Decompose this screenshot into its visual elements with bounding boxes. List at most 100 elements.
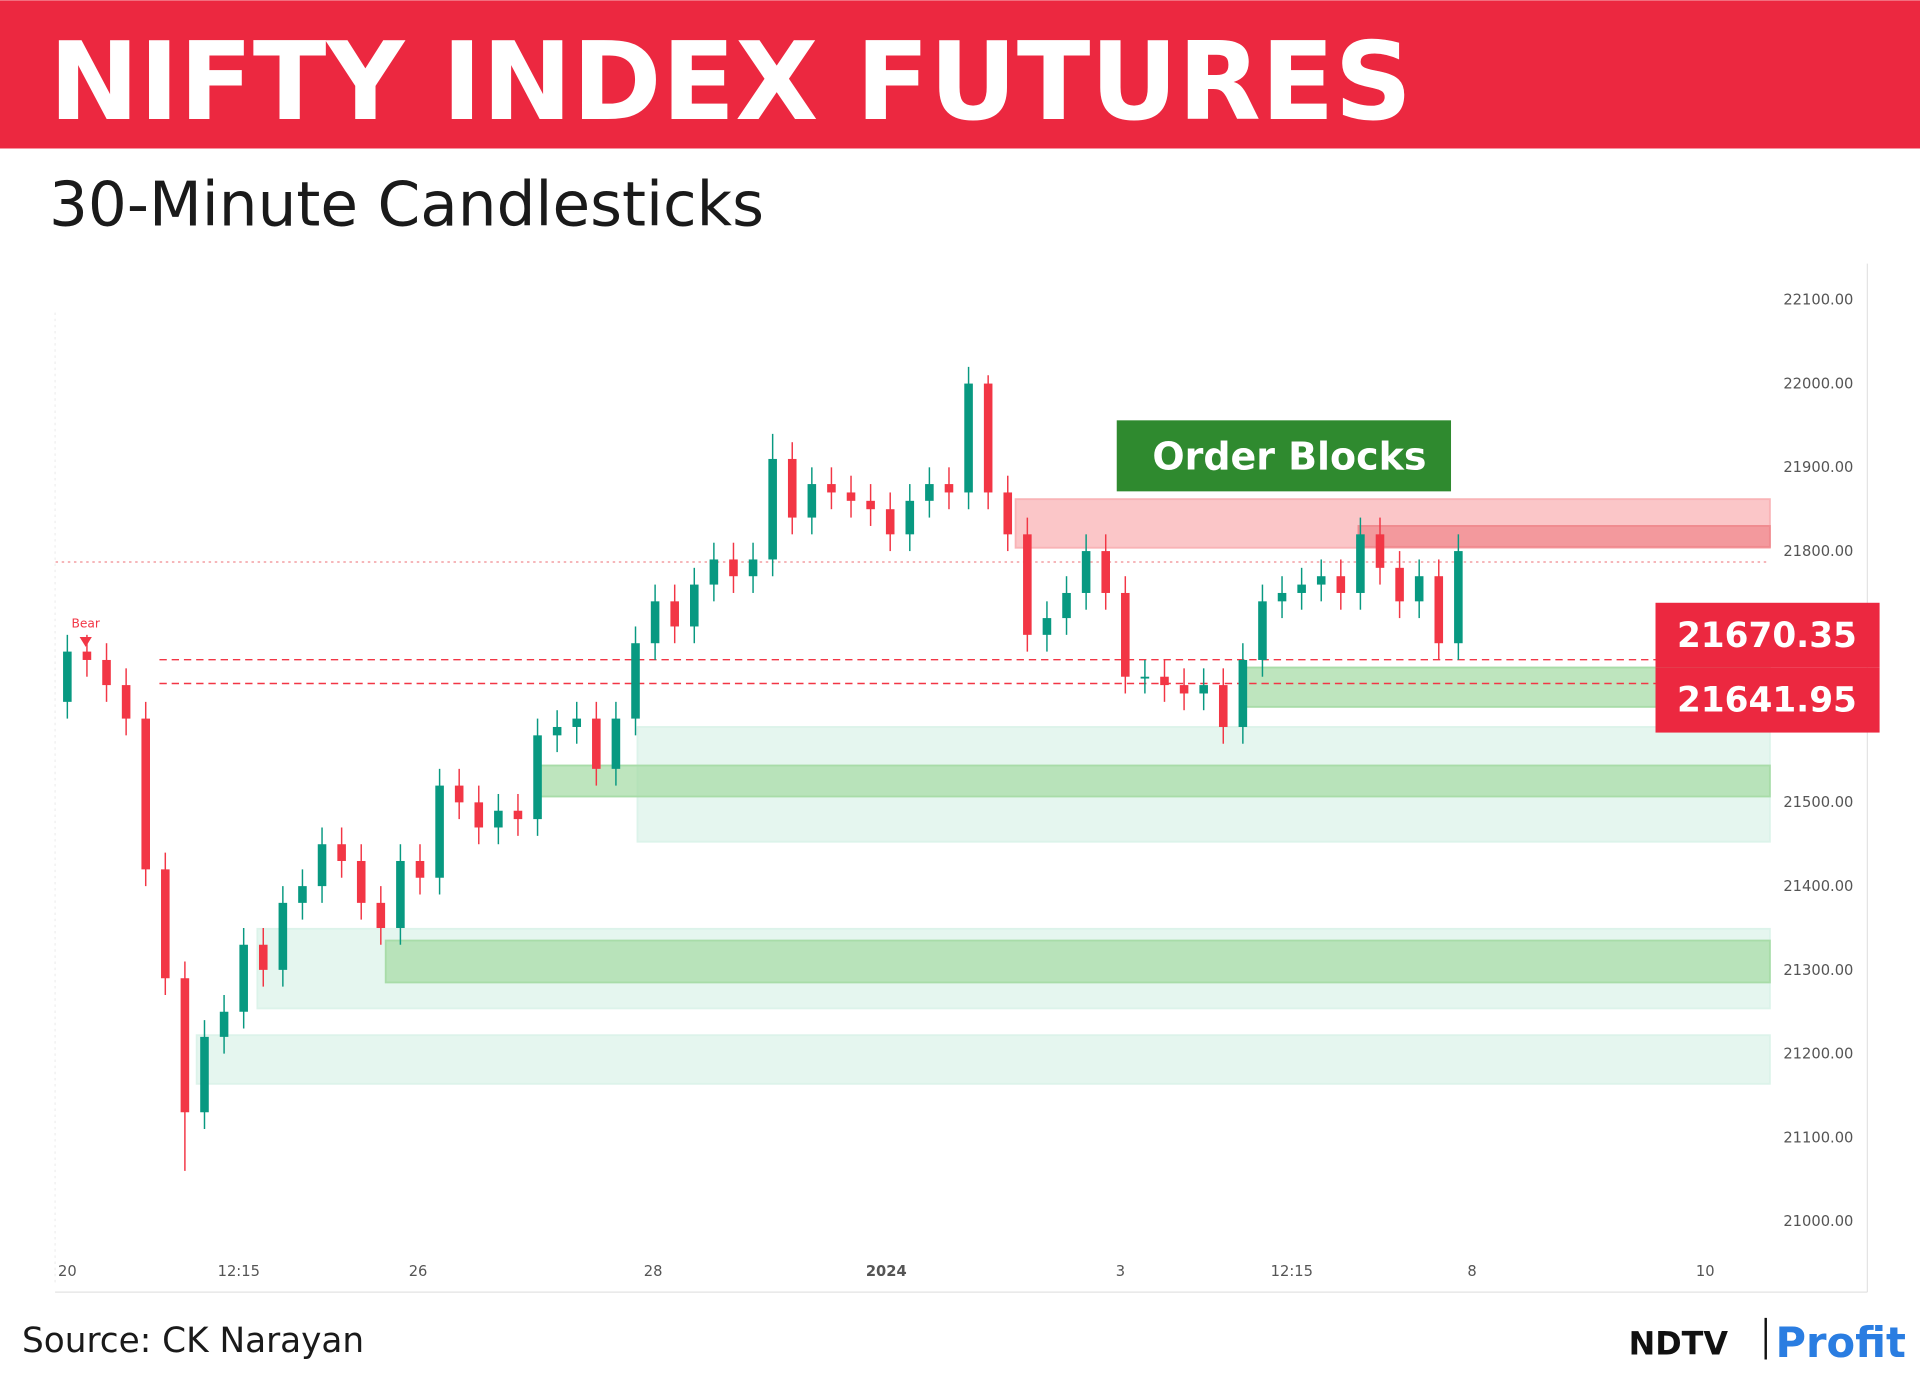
- annotation-box: [1116, 420, 1452, 492]
- zone: [538, 764, 1771, 798]
- candle-body: [1140, 676, 1150, 679]
- candle-body: [317, 844, 327, 887]
- y-tick-label: 21200.00: [1783, 1046, 1853, 1063]
- candle-body: [239, 944, 248, 1012]
- candle-body: [650, 601, 660, 644]
- candle-body: [964, 383, 973, 493]
- y-tick-label: 21400.00: [1783, 878, 1853, 895]
- candle-body: [905, 500, 915, 535]
- candle-body: [592, 718, 601, 769]
- candle-body: [454, 785, 464, 803]
- candle-body: [63, 651, 72, 702]
- candle-body: [1258, 601, 1267, 660]
- x-tick-label: 10: [1696, 1263, 1715, 1280]
- candle-body: [337, 844, 346, 861]
- candle-body: [435, 785, 444, 878]
- candle-body: [1062, 592, 1071, 619]
- candle-body: [513, 810, 523, 820]
- candle-body: [1238, 659, 1248, 727]
- candle-body: [866, 500, 875, 510]
- zone: [1357, 525, 1771, 548]
- y-tick-label: 21000.00: [1783, 1213, 1853, 1230]
- level-label: 21670.35: [1677, 616, 1857, 656]
- y-tick-label: 21300.00: [1783, 962, 1853, 979]
- candle-body: [1336, 576, 1346, 593]
- candle-body: [1454, 551, 1463, 644]
- candle-body: [141, 718, 150, 870]
- candle-body: [1218, 685, 1228, 727]
- level-labels: 21670.35 21641.95: [1655, 602, 1880, 733]
- candle-body: [278, 902, 288, 970]
- candle-body: [1081, 551, 1091, 593]
- candle-body: [1160, 676, 1169, 686]
- candle-body: [1023, 534, 1032, 635]
- y-tick-label: 22100.00: [1783, 292, 1853, 309]
- candle-body: [415, 860, 425, 878]
- candle-body: [552, 726, 562, 736]
- candle-body: [983, 383, 993, 493]
- candle-body: [1414, 576, 1424, 602]
- candle-body: [631, 643, 640, 719]
- zone: [384, 939, 1771, 984]
- candle-body: [1395, 567, 1404, 602]
- logo-right: Profit: [1776, 1318, 1906, 1367]
- candle-body: [611, 718, 621, 769]
- y-tick-label: 21500.00: [1783, 794, 1853, 811]
- source: Source: CK Narayan: [22, 1321, 364, 1361]
- candle-body: [768, 458, 777, 560]
- candle-body: [1199, 685, 1208, 694]
- candle-body: [396, 860, 405, 928]
- level-label-box: [1655, 667, 1880, 733]
- candle-body: [944, 484, 954, 493]
- header-band: [0, 0, 1920, 149]
- x-tick-label: 20: [58, 1263, 77, 1280]
- levels: [55, 561, 1770, 685]
- candle-body: [925, 484, 934, 501]
- candle-body: [219, 1011, 229, 1037]
- y-tick-label: 21100.00: [1783, 1129, 1853, 1146]
- candle-body: [533, 735, 542, 820]
- x-tick-label: 12:15: [218, 1263, 260, 1280]
- signal-marker: [79, 637, 92, 647]
- candle-body: [748, 559, 758, 577]
- candle-body: [82, 651, 92, 660]
- logo-left: NDTV: [1629, 1325, 1729, 1363]
- candle-body: [376, 902, 386, 928]
- candle-body: [102, 659, 111, 686]
- x-tick-label: 2024: [866, 1263, 907, 1280]
- candle-body: [1042, 618, 1052, 635]
- candle-body: [200, 1036, 209, 1113]
- candle-body: [729, 559, 738, 577]
- candle-body: [572, 718, 582, 727]
- candle-body: [356, 860, 366, 903]
- candle-body: [161, 869, 170, 979]
- candle-body: [670, 601, 679, 627]
- candle-body: [298, 886, 307, 903]
- candle-body: [494, 810, 503, 828]
- y-tick-label: 21900.00: [1783, 459, 1853, 476]
- candle-body: [1121, 592, 1130, 677]
- x-tick-label: 8: [1467, 1263, 1476, 1280]
- candle-body: [474, 802, 484, 828]
- candle-body: [690, 584, 699, 627]
- annotation: Order Blocks: [1152, 434, 1426, 478]
- candle-body: [258, 944, 268, 970]
- candle-body: [1356, 534, 1365, 593]
- candle-body: [1003, 492, 1013, 535]
- candle-body: [846, 492, 856, 501]
- candle-body: [1297, 584, 1306, 593]
- candle-body: [1179, 685, 1189, 694]
- candle-body: [1375, 534, 1385, 568]
- candle-body: [180, 978, 190, 1113]
- y-tick-label: 22000.00: [1783, 375, 1853, 392]
- candle-body: [807, 484, 817, 518]
- level-label-box: [1655, 602, 1880, 668]
- x-tick-label: 12:15: [1271, 1263, 1313, 1280]
- candle-body: [787, 458, 797, 518]
- x-tick-label: 26: [409, 1263, 428, 1280]
- chart-subtitle: 30-Minute Candlesticks: [49, 170, 764, 241]
- candle-body: [1316, 576, 1326, 585]
- candle-body: [1277, 592, 1287, 602]
- candles: [63, 366, 1463, 1171]
